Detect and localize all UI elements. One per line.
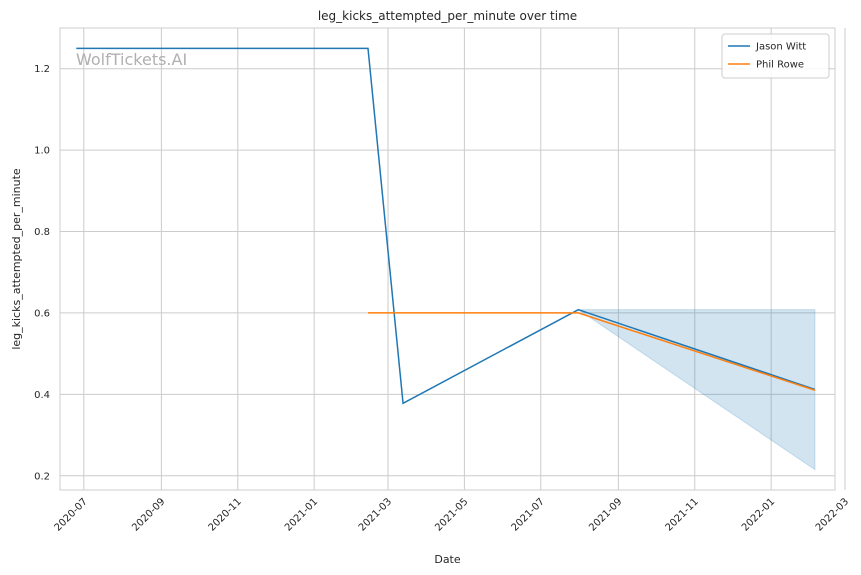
legend: Jason Witt Phil Rowe: [721, 33, 830, 79]
y-tick-label: 1.0: [34, 146, 50, 157]
x-gridlines: [83, 28, 846, 490]
x-tick-label: 2021-09: [587, 496, 624, 533]
chart-title: leg_kicks_attempted_per_minute over time: [318, 9, 577, 23]
x-tick-label: 2020-11: [207, 496, 244, 533]
x-tick-label: 2022-01: [740, 496, 777, 533]
series-line-1: [367, 312, 816, 391]
x-axis-label: Date: [434, 553, 461, 566]
series-line-0: [76, 47, 816, 405]
series-lines: [76, 47, 816, 405]
confidence-band-0: [576, 309, 816, 471]
y-axis-label: leg_kicks_attempted_per_minute: [10, 168, 23, 350]
x-tick-label: 2020-09: [130, 496, 167, 533]
x-tick-label: 2021-01: [283, 496, 320, 533]
x-tick-label: 2021-07: [510, 496, 547, 533]
y-tick-label: 0.4: [34, 390, 50, 401]
y-tick-label: 0.2: [34, 471, 50, 482]
y-tick-label: 1.2: [34, 64, 50, 75]
plot-frame: [59, 27, 836, 491]
y-tick-labels: 0.2 0.4 0.6 0.8 1.0 1.2: [34, 64, 50, 482]
legend-label: Jason Witt: [755, 42, 806, 53]
x-tick-labels: 2020-07 2020-09 2020-11 2021-01 2021-03 2021-…: [53, 496, 852, 533]
y-tick-label: 0.8: [34, 227, 50, 238]
y-gridlines: [60, 68, 835, 477]
x-tick-label: 2021-05: [433, 496, 470, 533]
x-tick-label: 2021-11: [664, 496, 701, 533]
x-tick-label: 2022-03: [814, 496, 851, 533]
legend-label: Phil Rowe: [756, 60, 804, 71]
x-tick-label: 2021-03: [357, 496, 394, 533]
confidence-bands: [576, 309, 816, 471]
watermark-text: WolfTickets.AI: [76, 50, 187, 69]
legend-box: [721, 33, 830, 79]
y-tick-label: 0.6: [34, 308, 50, 319]
x-tick-label: 2020-07: [53, 496, 90, 533]
